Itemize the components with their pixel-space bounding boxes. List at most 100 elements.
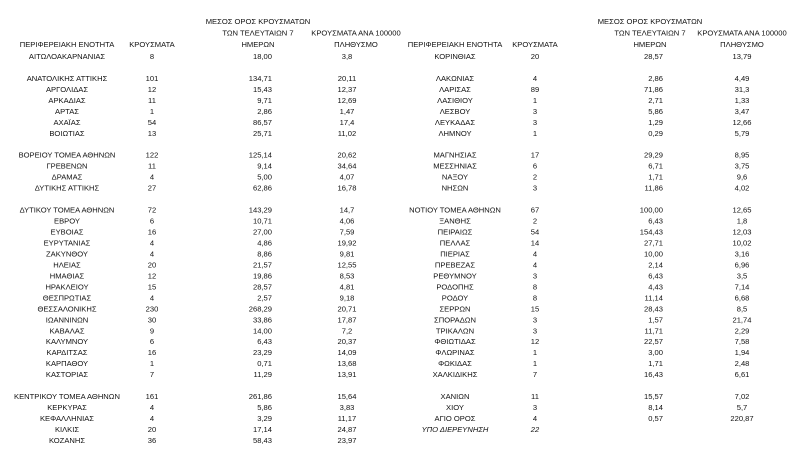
region-name: ΘΕΣΣΑΛΟΝΙΚΗΣ xyxy=(37,304,96,313)
region-name: ΛΕΣΒΟΥ xyxy=(440,107,471,116)
cases-per-100k: 12,69 xyxy=(337,96,356,105)
cases: 8 xyxy=(533,293,537,302)
cases: 2 xyxy=(533,217,537,226)
cases-per-100k: 4,49 xyxy=(735,74,750,83)
cases-per-100k: 24,87 xyxy=(337,425,356,434)
cases-per-100k: 4,07 xyxy=(340,173,355,182)
seven-day-mean: 58,43 xyxy=(253,436,272,445)
seven-day-mean: 6,71 xyxy=(648,162,663,171)
seven-day-mean: 86,57 xyxy=(253,118,272,127)
cases: 9 xyxy=(150,326,154,335)
region-name: ΚΑΡΔΙΤΣΑΣ xyxy=(47,348,88,357)
cases: 30 xyxy=(148,315,156,324)
region-name: ΚΟΡΙΝΘΙΑΣ xyxy=(434,52,475,61)
cases-per-100k: 8,95 xyxy=(735,151,750,160)
region-name: ΦΩΚΙΔΑΣ xyxy=(438,359,472,368)
cases-per-100k: 7,58 xyxy=(735,337,750,346)
cases-per-100k: 8,5 xyxy=(737,304,748,313)
region-name: ΡΕΘΥΜΝΟΥ xyxy=(433,271,476,280)
cases-per-100k: 12,37 xyxy=(337,85,356,94)
region-name: ΧΙΟΥ xyxy=(446,403,464,412)
seven-day-mean: 28,43 xyxy=(644,304,663,313)
cases-per-100k: 9,18 xyxy=(340,293,355,302)
seven-day-mean: 5,00 xyxy=(257,173,272,182)
seven-day-mean: 3,00 xyxy=(648,348,663,357)
seven-day-mean: 2,86 xyxy=(257,107,272,116)
cases-per-100k: 1,33 xyxy=(735,96,750,105)
cases-per-100k: 4,81 xyxy=(340,282,355,291)
cases: 27 xyxy=(148,184,156,193)
cases: 3 xyxy=(533,271,537,280)
cases-per-100k: 20,11 xyxy=(338,74,356,83)
cases: 1 xyxy=(533,348,537,357)
cases-per-100k: 14,09 xyxy=(337,348,356,357)
cases-per-100k: 6,96 xyxy=(735,260,750,269)
seven-day-mean: 27,00 xyxy=(253,228,272,237)
cases: 8 xyxy=(150,52,154,61)
cases: 16 xyxy=(148,228,156,237)
seven-day-mean: 9,71 xyxy=(257,96,272,105)
seven-day-mean: 3,29 xyxy=(257,414,272,423)
cases-per-100k: 14,7 xyxy=(340,206,355,215)
cases: 22 xyxy=(530,425,540,434)
seven-day-mean: 19,86 xyxy=(253,271,272,280)
cases-per-100k: 4,02 xyxy=(735,184,750,193)
cases-per-100k: 19,92 xyxy=(337,238,356,247)
cases-per-100k: 3,47 xyxy=(735,107,750,116)
region-name: ΗΛΕΙΑΣ xyxy=(53,260,81,269)
cases-per-100k: 6,61 xyxy=(735,370,750,379)
cases-per-100k: 20,62 xyxy=(337,151,356,160)
region-name: ΕΥΡΥΤΑΝΙΑΣ xyxy=(44,238,91,247)
cases: 15 xyxy=(148,282,156,291)
cases: 7 xyxy=(533,370,537,379)
cases-per-100k: 4,06 xyxy=(340,217,355,226)
region-name: ΑΡΚΑΔΙΑΣ xyxy=(48,96,86,105)
cases-per-100k: 1,8 xyxy=(737,217,748,226)
seven-day-mean: 28,57 xyxy=(644,52,663,61)
cases-per-100k: 11,02 xyxy=(338,129,356,138)
cases-per-100k: 6,68 xyxy=(735,293,750,302)
cases: 20 xyxy=(148,260,156,269)
cases-per-100k: 31,3 xyxy=(735,85,750,94)
region-name: ΔΥΤΙΚΗΣ ΑΤΤΙΚΗΣ xyxy=(35,184,100,193)
cases: 1 xyxy=(150,359,154,368)
cases: 3 xyxy=(533,403,537,412)
cases-per-100k: 34,64 xyxy=(337,162,356,171)
region-name: ΑΓΙΟ ΟΡΟΣ xyxy=(435,414,476,423)
seven-day-mean: 0,29 xyxy=(648,129,663,138)
seven-day-mean: 2,57 xyxy=(257,293,272,302)
seven-day-mean: 10,00 xyxy=(644,249,663,258)
seven-day-mean: 10,71 xyxy=(253,217,272,226)
seven-day-mean: 27,71 xyxy=(644,238,663,247)
seven-day-mean: 16,43 xyxy=(644,370,663,379)
cases-per-100k: 3,83 xyxy=(340,403,355,412)
cases: 4 xyxy=(150,238,154,247)
cases: 54 xyxy=(148,118,156,127)
region-name: ΑΡΓΟΛΙΔΑΣ xyxy=(46,85,88,94)
seven-day-mean: 5,86 xyxy=(257,403,272,412)
region-name: ΔΡΑΜΑΣ xyxy=(52,173,83,182)
region-name: ΛΗΜΝΟΥ xyxy=(438,129,471,138)
seven-day-mean: 6,43 xyxy=(648,217,663,226)
seven-day-mean: 2,14 xyxy=(648,260,663,269)
seven-day-mean: 1,71 xyxy=(648,173,663,182)
cases: 1 xyxy=(150,107,154,116)
cases-per-100k: 21,74 xyxy=(732,315,751,324)
seven-day-mean: 1,57 xyxy=(648,315,663,324)
seven-day-mean: 154,43 xyxy=(640,228,663,237)
cases-per-100k: 3,8 xyxy=(342,52,353,61)
seven-day-mean: 2,86 xyxy=(648,74,663,83)
cases: 72 xyxy=(148,206,156,215)
cases-per-100k: 13,91 xyxy=(337,370,356,379)
cases: 3 xyxy=(533,326,537,335)
seven-day-mean: 100,00 xyxy=(640,206,663,215)
cases-per-100k: 8,53 xyxy=(340,271,355,280)
region-name: ΡΟΔΟΠΗΣ xyxy=(436,282,474,291)
seven-day-mean: 134,71 xyxy=(249,74,272,83)
seven-day-mean: 2,71 xyxy=(648,96,663,105)
cases: 4 xyxy=(150,403,154,412)
region-name: ΠΕΙΡΑΙΩΣ xyxy=(438,228,473,237)
cases: 12 xyxy=(148,271,156,280)
